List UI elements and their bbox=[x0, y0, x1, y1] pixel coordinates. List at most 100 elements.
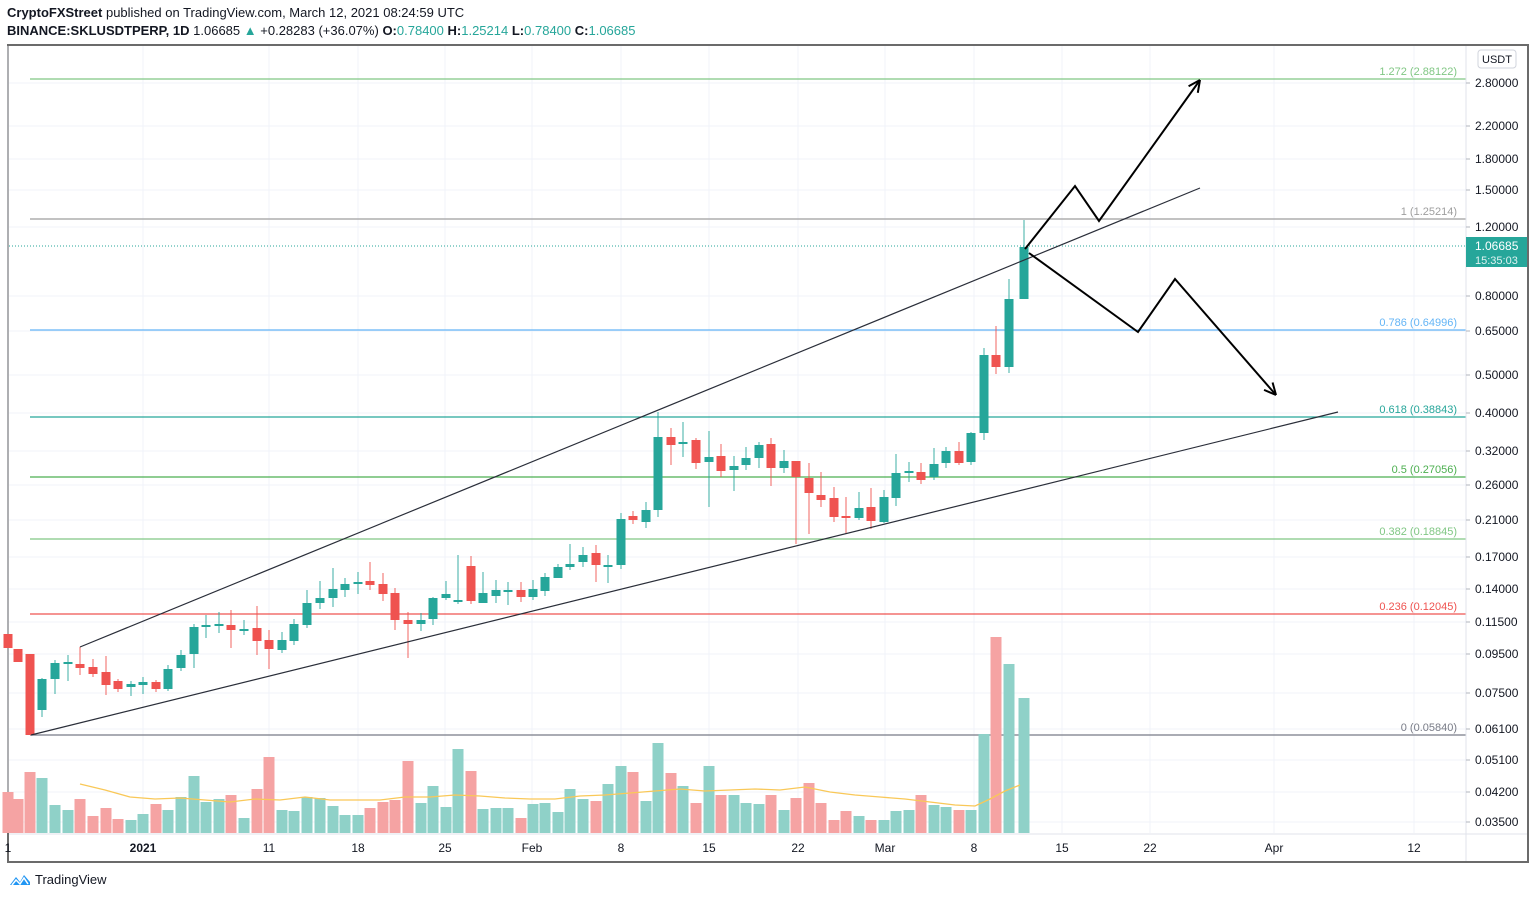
candle[interactable] bbox=[553, 564, 563, 578]
candle[interactable] bbox=[616, 513, 626, 569]
candle[interactable] bbox=[189, 624, 199, 668]
time-tick-label: 8 bbox=[618, 841, 625, 855]
candle[interactable] bbox=[252, 606, 262, 655]
candle[interactable] bbox=[954, 442, 964, 465]
candle[interactable] bbox=[466, 556, 476, 604]
candle[interactable] bbox=[628, 511, 638, 524]
candle[interactable] bbox=[3, 634, 13, 648]
candle[interactable] bbox=[565, 544, 575, 570]
candle[interactable] bbox=[378, 573, 388, 601]
candle[interactable] bbox=[854, 492, 864, 520]
candle[interactable] bbox=[289, 619, 299, 645]
candle[interactable] bbox=[63, 655, 73, 681]
candle[interactable] bbox=[829, 487, 839, 522]
candle[interactable] bbox=[804, 463, 814, 534]
candle[interactable] bbox=[25, 654, 35, 735]
candle[interactable] bbox=[353, 572, 363, 594]
candle[interactable] bbox=[101, 656, 111, 695]
candle[interactable] bbox=[163, 665, 173, 691]
low-label: L: bbox=[511, 23, 525, 38]
candle[interactable] bbox=[214, 612, 224, 633]
candle[interactable] bbox=[779, 450, 789, 473]
candle[interactable] bbox=[741, 447, 751, 470]
candle[interactable] bbox=[453, 555, 463, 604]
candle[interactable] bbox=[929, 448, 939, 480]
candle[interactable] bbox=[754, 442, 764, 468]
candle[interactable] bbox=[365, 562, 375, 590]
candle[interactable] bbox=[239, 620, 249, 635]
candle[interactable] bbox=[264, 630, 274, 669]
candle[interactable] bbox=[816, 472, 826, 507]
candle[interactable] bbox=[13, 649, 23, 662]
candle[interactable] bbox=[441, 581, 451, 600]
candle[interactable] bbox=[50, 660, 60, 694]
price-tick-label: 1.80000 bbox=[1475, 152, 1519, 166]
fib-level-label: 1.272 (2.88122) bbox=[1379, 66, 1457, 78]
candle[interactable] bbox=[328, 568, 338, 607]
candle[interactable] bbox=[716, 444, 726, 477]
price-tick-label: 0.40000 bbox=[1475, 406, 1519, 420]
candle[interactable] bbox=[704, 431, 714, 507]
price-tick-label: 0.21000 bbox=[1475, 513, 1519, 527]
candle[interactable] bbox=[302, 590, 312, 628]
candle[interactable] bbox=[966, 432, 976, 465]
candle[interactable] bbox=[151, 680, 161, 692]
candle[interactable] bbox=[403, 612, 413, 658]
candle[interactable] bbox=[691, 438, 701, 469]
candle[interactable] bbox=[603, 555, 613, 583]
candle[interactable] bbox=[88, 659, 98, 677]
candle[interactable] bbox=[1004, 279, 1014, 373]
candle[interactable] bbox=[641, 502, 651, 528]
candle[interactable] bbox=[916, 463, 926, 484]
fib-level-label: 1 (1.25214) bbox=[1401, 206, 1457, 218]
candle[interactable] bbox=[904, 462, 914, 482]
candle[interactable] bbox=[666, 428, 676, 465]
time-axis[interactable]: 1 2021 11 18 25 Feb 8 15 22 Mar 8 15 22 Apr 12 bbox=[5, 833, 1527, 855]
candle[interactable] bbox=[340, 578, 350, 597]
wedge-trendlines[interactable] bbox=[30, 187, 1339, 736]
candle[interactable] bbox=[991, 326, 1001, 374]
candle[interactable] bbox=[176, 650, 186, 671]
currency-badge[interactable] bbox=[1477, 49, 1517, 69]
candle[interactable] bbox=[941, 447, 951, 468]
candle[interactable] bbox=[201, 615, 211, 638]
candle[interactable] bbox=[766, 438, 776, 486]
candle[interactable] bbox=[729, 456, 739, 491]
candle[interactable] bbox=[126, 681, 136, 696]
candle[interactable] bbox=[841, 497, 851, 534]
candle[interactable] bbox=[138, 677, 148, 694]
candle[interactable] bbox=[516, 582, 526, 602]
fibonacci-levels[interactable]: 1.272 (2.88122) 1 (1.25214) 0.786 (0.64996… bbox=[30, 66, 1466, 736]
candle[interactable] bbox=[866, 488, 876, 529]
candle[interactable] bbox=[315, 581, 325, 609]
author-name[interactable]: CryptoFXStreet bbox=[7, 5, 103, 20]
candle[interactable] bbox=[791, 461, 801, 544]
candle[interactable] bbox=[416, 613, 426, 631]
candle[interactable] bbox=[879, 490, 889, 523]
candle[interactable] bbox=[503, 582, 513, 605]
candle[interactable] bbox=[891, 454, 901, 506]
tradingview-brand[interactable]: TradingView bbox=[9, 872, 107, 887]
candle[interactable] bbox=[528, 580, 538, 600]
candle[interactable] bbox=[226, 610, 236, 648]
projection-arrows[interactable] bbox=[1024, 79, 1277, 396]
price-axis[interactable]: 2.80000 2.20000 1.80000 1.50000 1.20000 0.800… bbox=[1465, 46, 1527, 861]
symbol-name: BINANCE:SKLUSDTPERP, 1D bbox=[7, 23, 190, 38]
candle[interactable] bbox=[678, 422, 688, 457]
candle[interactable] bbox=[113, 679, 123, 692]
candle[interactable] bbox=[277, 632, 287, 653]
candle[interactable] bbox=[478, 572, 488, 603]
candle[interactable] bbox=[75, 647, 85, 675]
bearish-path-arrow bbox=[1028, 252, 1277, 396]
candle[interactable] bbox=[578, 547, 588, 567]
candle[interactable] bbox=[591, 545, 601, 582]
candle[interactable] bbox=[979, 348, 989, 440]
candle[interactable] bbox=[491, 580, 501, 603]
candle[interactable] bbox=[653, 412, 663, 517]
candle[interactable] bbox=[428, 597, 438, 625]
candle[interactable] bbox=[540, 573, 550, 596]
candle[interactable] bbox=[390, 588, 400, 630]
candle[interactable] bbox=[37, 678, 47, 717]
candles[interactable] bbox=[3, 220, 1029, 735]
